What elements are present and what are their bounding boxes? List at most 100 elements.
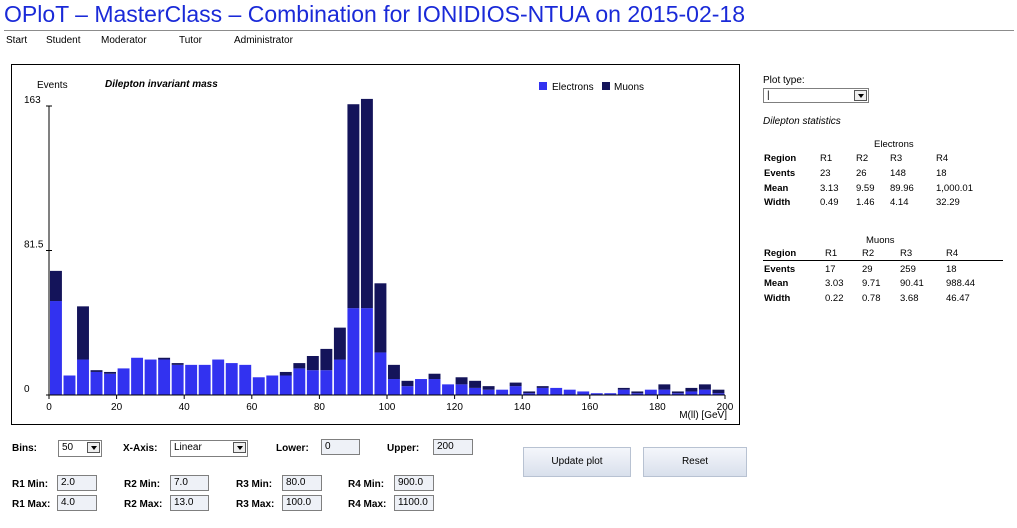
x-tick-label: 20: [111, 402, 123, 413]
x-tick-label: 120: [446, 402, 463, 413]
r1-min-input[interactable]: 2.0: [57, 475, 97, 491]
legend-electrons-label: Electrons: [552, 82, 594, 93]
y-axis-label: Events: [37, 80, 68, 91]
bar-electrons: [685, 391, 698, 395]
bars-group: [50, 98, 725, 395]
chevron-down-icon[interactable]: [87, 442, 100, 453]
plot-type-select[interactable]: |: [763, 88, 869, 103]
page-title: OPloT – MasterClass – Combination for IO…: [4, 1, 745, 27]
bar-muons: [469, 380, 482, 388]
muons-events-r2: 29: [862, 264, 873, 275]
muons-mean-r2: 9.71: [862, 278, 881, 289]
upper-label: Upper:: [387, 443, 420, 454]
nav-start[interactable]: Start: [6, 35, 28, 46]
bar-muons: [158, 357, 171, 360]
plot-panel: Events Dilepton invariant mass 0 20 40 60 80…: [11, 64, 740, 425]
bar-electrons: [117, 368, 130, 395]
bar-electrons: [550, 387, 563, 395]
bar-electrons: [252, 377, 265, 395]
bar-electrons: [509, 386, 522, 395]
bar-electrons: [212, 359, 225, 395]
electrons-width-label: Width: [764, 197, 791, 208]
bar-muons: [333, 327, 346, 360]
electrons-header-r2: R2: [856, 153, 869, 164]
bar-electrons: [604, 393, 617, 395]
bar-muons: [482, 386, 495, 390]
bar-electrons: [631, 393, 644, 395]
xaxis-select[interactable]: Linear: [170, 440, 248, 457]
electrons-events-r2: 26: [856, 168, 867, 179]
bar-electrons: [225, 363, 238, 395]
r2-max-input[interactable]: 13.0: [170, 495, 209, 511]
bar-muons: [306, 355, 319, 371]
bins-label: Bins:: [12, 443, 37, 454]
bar-muons: [279, 371, 292, 376]
bar-electrons: [388, 379, 400, 395]
bar-muons: [320, 348, 333, 371]
bar-electrons: [415, 379, 427, 395]
bar-electrons: [131, 357, 144, 395]
x-axis-label: M(ll) [GeV]: [679, 410, 727, 421]
electrons-events-r1: 23: [820, 168, 831, 179]
electrons-header-r1: R1: [820, 153, 833, 164]
x-tick-label: 160: [581, 402, 598, 413]
r3-min-input[interactable]: 80.0: [282, 475, 322, 491]
nav-student[interactable]: Student: [46, 35, 81, 46]
bar-electrons: [455, 384, 468, 395]
plot-type-value: |: [767, 90, 770, 101]
r3-min-label: R3 Min:: [236, 479, 273, 490]
muons-width-r1: 0.22: [825, 293, 844, 304]
bins-select[interactable]: 50: [58, 440, 102, 457]
bar-electrons: [536, 387, 549, 395]
axis-ticks: 0 20 40 60 80 100 120 140 160 180 200 163 81.5 0: [24, 95, 734, 413]
bar-electrons: [428, 379, 441, 395]
reset-button[interactable]: Reset: [643, 447, 747, 477]
muons-events-r1: 17: [825, 264, 836, 275]
r4-min-label: R4 Min:: [348, 479, 385, 490]
r3-max-input[interactable]: 100.0: [282, 495, 322, 511]
r4-max-input[interactable]: 1100.0: [394, 495, 434, 511]
muons-mean-label: Mean: [764, 278, 789, 289]
lower-label: Lower:: [276, 443, 309, 454]
bar-electrons: [266, 375, 279, 395]
x-tick-label: 100: [379, 402, 396, 413]
electrons-mean-r4: 1,000.01: [936, 183, 973, 194]
chevron-down-icon[interactable]: [854, 90, 867, 101]
r2-min-input[interactable]: 7.0: [170, 475, 209, 491]
bar-muons: [617, 387, 630, 390]
bar-electrons: [563, 389, 576, 395]
legend-muons-label: Muons: [614, 82, 644, 93]
muons-header-region: Region: [764, 248, 797, 259]
electrons-mean-r2: 9.59: [856, 183, 875, 194]
nav-administrator[interactable]: Administrator: [234, 35, 293, 46]
x-tick-label: 200: [717, 402, 734, 413]
chevron-down-icon[interactable]: [233, 442, 246, 453]
bar-electrons: [306, 370, 319, 395]
update-plot-button[interactable]: Update plot: [523, 447, 631, 477]
bar-electrons: [644, 389, 657, 395]
r3-max-label: R3 Max:: [236, 499, 275, 510]
upper-input[interactable]: 200: [433, 439, 473, 455]
bar-muons: [698, 384, 711, 390]
r4-min-input[interactable]: 900.0: [394, 475, 434, 491]
r1-max-input[interactable]: 4.0: [57, 495, 97, 511]
bins-value: 50: [62, 442, 74, 453]
bar-electrons: [671, 393, 684, 395]
muons-width-r3: 3.68: [900, 293, 919, 304]
nav-moderator[interactable]: Moderator: [101, 35, 147, 46]
bar-electrons: [617, 389, 630, 395]
bar-muons: [712, 389, 725, 394]
nav-tutor[interactable]: Tutor: [179, 35, 202, 46]
bar-muons: [388, 364, 400, 380]
y-tick-label: 0: [24, 384, 30, 395]
r2-min-label: R2 Min:: [124, 479, 161, 490]
r1-min-label: R1 Min:: [12, 479, 49, 490]
bar-muons: [685, 387, 698, 392]
bar-electrons: [590, 393, 603, 395]
bar-electrons: [469, 387, 482, 395]
bar-electrons: [496, 389, 509, 395]
x-tick-label: 80: [314, 402, 326, 413]
electrons-width-r2: 1.46: [856, 197, 875, 208]
lower-input[interactable]: 0: [321, 439, 360, 455]
bar-muons: [360, 98, 373, 309]
